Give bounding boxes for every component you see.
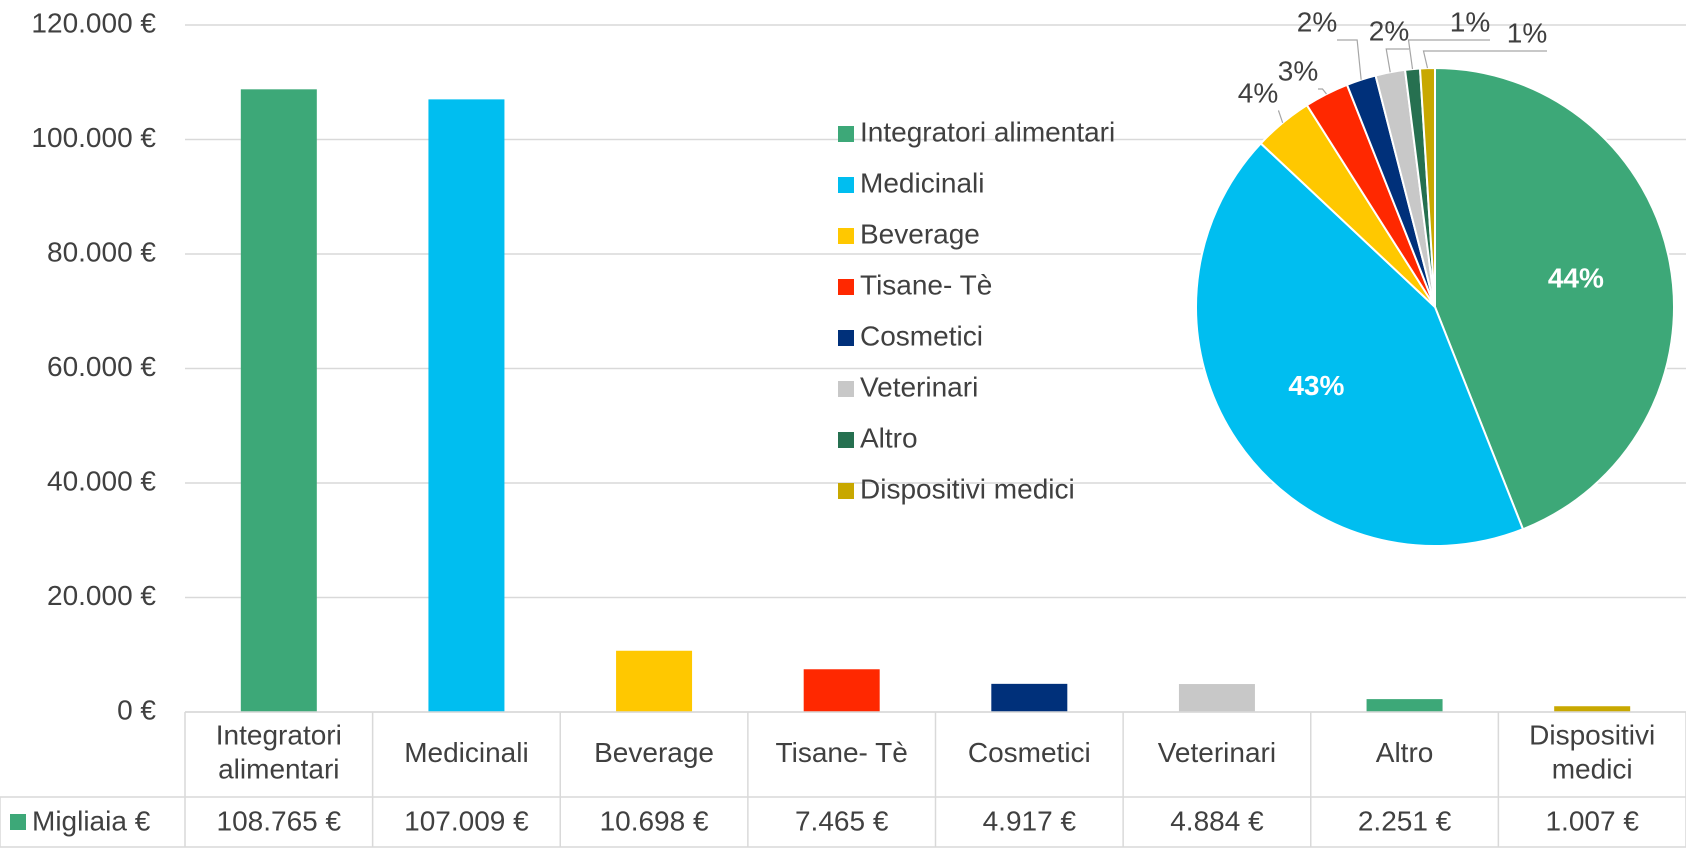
table-value: 2.251 € xyxy=(1358,805,1452,836)
x-tick-label: Cosmetici xyxy=(968,737,1091,768)
legend-swatch xyxy=(838,483,854,499)
x-tick-label: Tisane- Tè xyxy=(776,737,908,768)
leader-line xyxy=(1337,39,1362,80)
y-tick-label: 0 € xyxy=(117,694,156,725)
bar xyxy=(991,683,1068,712)
legend-label: Veterinari xyxy=(860,371,978,402)
legend-swatch xyxy=(838,279,854,295)
legend-swatch xyxy=(10,814,26,830)
legend-label: Altro xyxy=(860,422,918,453)
table-value: 4.917 € xyxy=(983,805,1077,836)
legend-label: Medicinali xyxy=(860,167,985,198)
pie-label: 43% xyxy=(1288,370,1344,401)
table-value: 10.698 € xyxy=(600,805,709,836)
legend-swatch xyxy=(838,432,854,448)
table-value: 1.007 € xyxy=(1545,805,1639,836)
pie-label: 1% xyxy=(1507,17,1547,48)
y-tick-label: 100.000 € xyxy=(31,122,156,153)
x-tick-label: Integratori alimentari xyxy=(216,720,342,785)
legend-label: Beverage xyxy=(860,218,980,249)
bar xyxy=(616,650,693,712)
pie-label: 3% xyxy=(1278,55,1318,86)
x-tick-label: Beverage xyxy=(594,737,714,768)
table-value: 4.884 € xyxy=(1170,805,1264,836)
pie-label: 2% xyxy=(1297,6,1337,37)
bar xyxy=(240,89,317,712)
legend-swatch xyxy=(838,330,854,346)
x-tick-label: Altro xyxy=(1376,737,1434,768)
legend-swatch xyxy=(838,381,854,397)
pie-slice xyxy=(1434,66,1675,531)
pie-label: 1% xyxy=(1450,6,1490,37)
leader-line xyxy=(1278,110,1284,124)
pie-slice xyxy=(1195,141,1525,547)
x-tick-label: Medicinali xyxy=(404,737,529,768)
legend-swatch xyxy=(838,126,854,142)
pie-label: 2% xyxy=(1369,15,1409,46)
y-tick-label: 60.000 € xyxy=(47,351,156,382)
y-tick-label: 40.000 € xyxy=(47,465,156,496)
y-tick-label: 80.000 € xyxy=(47,236,156,267)
bar xyxy=(1554,706,1631,712)
bar xyxy=(803,669,880,712)
legend-label: Dispositivi medici xyxy=(860,473,1075,504)
bar xyxy=(1178,684,1255,712)
table-value: 7.465 € xyxy=(795,805,889,836)
legend-swatch xyxy=(838,177,854,193)
leader-line xyxy=(1422,50,1547,69)
pie-label: 4% xyxy=(1238,77,1278,108)
pie-label: 44% xyxy=(1548,263,1604,294)
y-tick-label: 120.000 € xyxy=(31,7,156,38)
legend-swatch xyxy=(838,228,854,244)
leader-line xyxy=(1385,48,1409,73)
legend-label: Tisane- Tè xyxy=(860,269,992,300)
leader-line xyxy=(1318,88,1327,95)
y-tick-label: 20.000 € xyxy=(47,580,156,611)
bar xyxy=(428,99,505,712)
series-name: Migliaia € xyxy=(32,805,151,836)
table-value: 108.765 € xyxy=(217,805,342,836)
leader-line xyxy=(1407,39,1490,70)
legend-label: Integratori alimentari xyxy=(860,116,1115,147)
legend-label: Cosmetici xyxy=(860,320,983,351)
x-tick-label: Veterinari xyxy=(1158,737,1276,768)
table-value: 107.009 € xyxy=(404,805,529,836)
x-tick-label: Dispositivi medici xyxy=(1529,720,1655,785)
bar xyxy=(1366,699,1443,712)
